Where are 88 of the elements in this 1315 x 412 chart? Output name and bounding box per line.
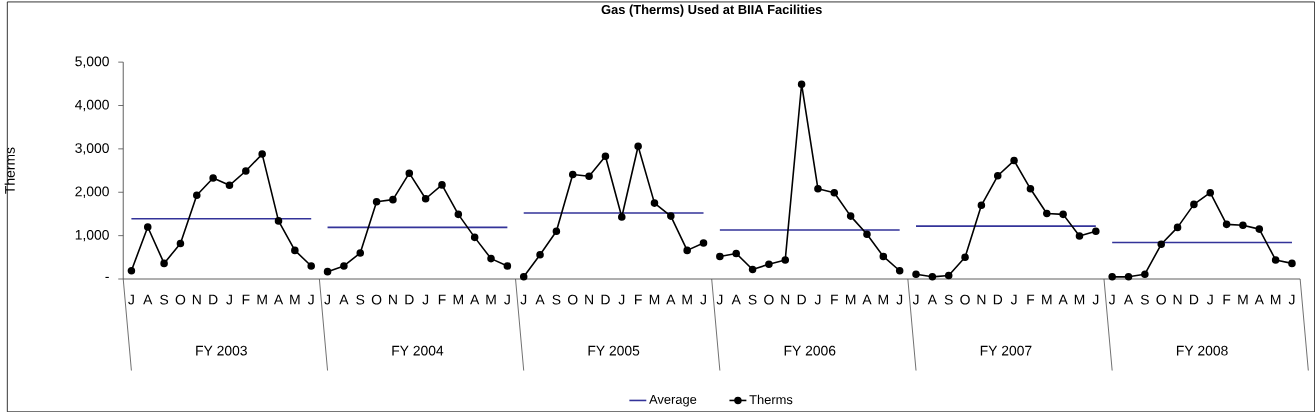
x-tick-label: S [356, 294, 365, 305]
x-tick-label: S [1140, 294, 1149, 305]
x-tick-label: J [422, 294, 429, 305]
x-tick-label: D [209, 294, 218, 305]
x-tick-label: D [1190, 294, 1199, 305]
x-tick-label: M [1042, 294, 1052, 305]
x-tick-label: A [339, 294, 349, 305]
x-tick-label: O [175, 294, 186, 305]
x-tick-label: J [618, 294, 625, 305]
x-tick-label: D [601, 294, 610, 305]
y-tick-label: 2,000 [75, 186, 109, 198]
x-tick-label: J [226, 294, 232, 305]
x-tick-label: M [290, 294, 300, 305]
text: FY 2008 [1176, 345, 1228, 356]
x-tick-label: J [128, 294, 134, 305]
x-tick-label: N [389, 294, 397, 305]
x-tick-label: A [535, 294, 545, 305]
x-tick-label: M [649, 294, 660, 305]
y-tick-label: 5,000 [75, 56, 109, 68]
x-tick-label: M [1238, 294, 1248, 305]
x-tick-label: O [960, 294, 970, 305]
x-tick-label: J [504, 294, 510, 305]
x-tick-label: M [486, 294, 496, 305]
x-tick-label: F [635, 294, 642, 305]
x-tick-label: S [160, 294, 169, 305]
x-tick-label: J [896, 294, 903, 305]
text: FY 2005 [588, 345, 640, 356]
x-tick-label: A [470, 294, 480, 305]
x-tick-label: F [242, 294, 250, 305]
x-tick-label: D [405, 294, 414, 305]
text: FY 2003 [196, 345, 247, 356]
x-tick-label: J [520, 294, 527, 305]
x-tick-label: N [977, 294, 986, 305]
text: FY 2007 [980, 345, 1032, 356]
x-tick-label: J [1207, 294, 1213, 305]
x-tick-label: O [371, 294, 382, 305]
x-tick-label: O [568, 294, 578, 305]
x-tick-label: J [716, 294, 723, 305]
x-tick-label: A [1254, 294, 1264, 305]
x-tick-label: A [731, 294, 741, 305]
y-tick-label: 3,000 [75, 143, 109, 155]
x-tick-label: N [192, 294, 201, 305]
x-tick-label: N [1173, 294, 1182, 305]
x-tick-label: A [927, 294, 937, 305]
x-tick-label: M [1270, 294, 1281, 305]
x-tick-label: M [682, 294, 692, 305]
y-tick-label: - [105, 276, 109, 278]
x-tick-label: N [781, 294, 790, 305]
x-tick-label: M [878, 294, 888, 305]
chart-title: Gas (Therms) Used at BIIA Facilities [601, 4, 822, 17]
x-tick-label: J [1092, 294, 1099, 305]
text: FY 2004 [392, 345, 444, 356]
x-tick-label: O [1156, 294, 1166, 305]
x-tick-label: S [748, 294, 757, 305]
x-tick-label: F [438, 294, 446, 305]
x-tick-label: J [912, 294, 919, 305]
x-tick-label: J [814, 294, 821, 305]
x-tick-label: D [993, 294, 1003, 305]
x-tick-label: F [831, 294, 838, 305]
x-tick-label: F [1027, 294, 1035, 305]
y-axis-title: Therms [4, 147, 15, 194]
text: FY 2006 [784, 345, 836, 356]
x-tick-label: D [797, 294, 806, 305]
legend-label: Therms [749, 394, 793, 405]
x-tick-label: J [307, 294, 314, 305]
x-tick-label: M [1074, 294, 1085, 305]
y-tick-label: 4,000 [75, 99, 109, 112]
x-tick-label: J [700, 294, 706, 305]
x-tick-label: A [1123, 294, 1134, 305]
x-tick-label: M [845, 294, 856, 305]
x-tick-label: N [585, 294, 593, 305]
legend-label: Average [649, 394, 697, 407]
x-tick-label: J [1288, 294, 1295, 305]
x-tick-label: A [143, 294, 153, 305]
x-tick-label: S [552, 294, 561, 305]
x-tick-label: A [273, 294, 284, 305]
x-tick-label: A [666, 294, 676, 305]
x-tick-label: J [1108, 294, 1115, 305]
x-tick-label: J [324, 294, 330, 305]
x-tick-label: O [764, 294, 774, 305]
x-tick-label: A [862, 294, 872, 305]
x-tick-label: A [1058, 294, 1068, 305]
y-tick-label: 1,000 [75, 229, 109, 242]
x-tick-label: S [944, 294, 953, 305]
x-tick-label: M [453, 294, 463, 305]
x-tick-label: F [1223, 294, 1231, 305]
x-tick-label: J [1010, 294, 1017, 305]
x-tick-label: M [257, 294, 267, 305]
